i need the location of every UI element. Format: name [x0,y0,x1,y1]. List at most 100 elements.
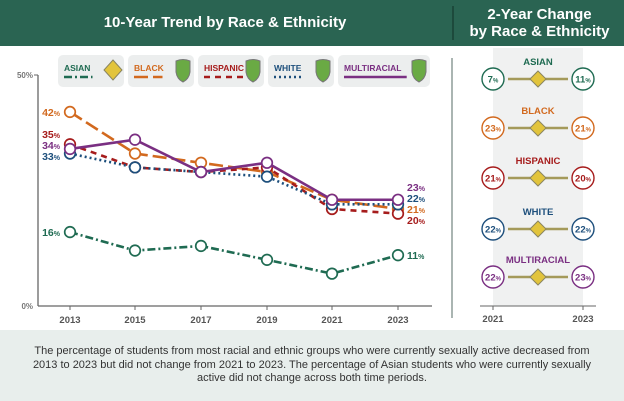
legend-item-multiracial: MULTIRACIAL [338,55,430,87]
value-circle [571,265,595,289]
x-tick-label: 2013 [59,315,80,326]
percent: % [493,79,499,85]
legend-item-hispanic: HISPANIC [198,55,264,87]
x-tick-label: 2023 [387,315,408,326]
to-value: 11% [575,75,591,86]
value: 20 [575,174,586,185]
y-tick-label: 50% [17,71,33,80]
legend-label: BLACK [134,63,165,73]
x-tick-label: 2017 [190,315,211,326]
row-label: HISPANIC [516,156,561,167]
row-label: ASIAN [523,57,553,68]
percent: % [496,128,502,134]
value: 21 [575,124,586,135]
row-label: MULTIRACIAL [506,255,570,266]
x-tick-label: 2021 [321,315,343,326]
data-point [63,105,77,119]
row-label: WHITE [523,207,554,218]
series-line [69,143,399,215]
shield-icon [245,59,261,83]
percent: % [54,133,61,140]
footer-note: The percentage of students from most rac… [0,330,624,401]
percent: % [54,155,61,162]
from-value: 22% [485,225,502,236]
from-value: 7% [488,75,499,86]
value-circle [571,116,595,140]
start-value: 42 [42,107,54,119]
percent: % [418,254,425,261]
end-label: 23% [407,182,426,194]
data-point [128,147,142,160]
to-value: 22% [575,225,592,236]
value: 22 [485,225,496,236]
x-tick-label: 2023 [572,314,593,325]
diamond-icon [103,59,123,81]
end-value: 11 [407,250,418,262]
legend-item-black: BLACK [128,55,194,87]
series-line [69,230,399,275]
legend-item-asian: ASIAN [58,55,124,87]
legend-label: WHITE [274,63,302,73]
left-title: 10-Year Trend by Race & Ethnicity [103,14,347,31]
legend-box [58,55,124,87]
end-value: 23 [407,182,419,194]
value-circle [571,67,595,91]
data-point [260,156,274,169]
legend-item-white: WHITE [268,55,334,87]
percent: % [419,208,426,215]
percent: % [496,229,502,235]
legend-label: ASIAN [64,63,90,73]
data-point [391,249,405,262]
value: 23 [485,124,496,135]
series-asian: 16%11% [42,225,425,280]
y-tick-label: 0% [21,302,33,311]
legend-box [338,55,430,87]
value: 11 [575,75,586,86]
shield-icon [411,59,427,83]
data-point [128,244,142,257]
end-label: 21% [407,204,426,216]
percent: % [585,79,591,85]
start-value: 16 [42,227,54,239]
percent: % [586,229,592,235]
percent: % [54,144,61,151]
dumbbell-row-black: BLACK 23% 21% [481,106,595,140]
data-point [260,170,274,183]
from-value: 21% [485,174,502,185]
series-line [69,138,398,202]
start-label: 16% [42,227,61,239]
start-label: 35% [42,129,61,141]
percent: % [496,277,502,283]
series-line [69,152,398,206]
value: 7 [488,75,493,86]
right-title-line1: 2-Year Change [487,6,592,23]
row-label: BLACK [521,106,554,117]
x-tick-label: 2015 [124,315,146,326]
start-label: 33% [42,151,61,163]
value: 21 [485,174,496,185]
right-title-line2: by Race & Ethnicity [469,23,610,40]
data-point [325,267,339,280]
percent: % [586,178,592,184]
x-tick-label: 2019 [256,315,277,326]
x-tick-label: 2021 [482,314,504,325]
from-value: 23% [485,124,502,135]
end-label: 22% [407,193,426,205]
to-value: 21% [575,124,592,135]
percent: % [54,111,61,118]
percent: % [419,197,426,204]
to-value: 20% [575,174,592,185]
start-label: 42% [42,107,61,119]
value-circle [481,265,505,289]
value: 22 [485,273,496,284]
percent: % [54,231,61,238]
value-circle [481,217,505,241]
end-label: 11% [407,250,425,262]
data-point [63,142,77,156]
start-value: 33 [42,151,54,163]
end-value: 20 [407,215,419,227]
diamond-icon [529,220,547,238]
data-point [128,161,142,174]
percent: % [586,277,592,283]
